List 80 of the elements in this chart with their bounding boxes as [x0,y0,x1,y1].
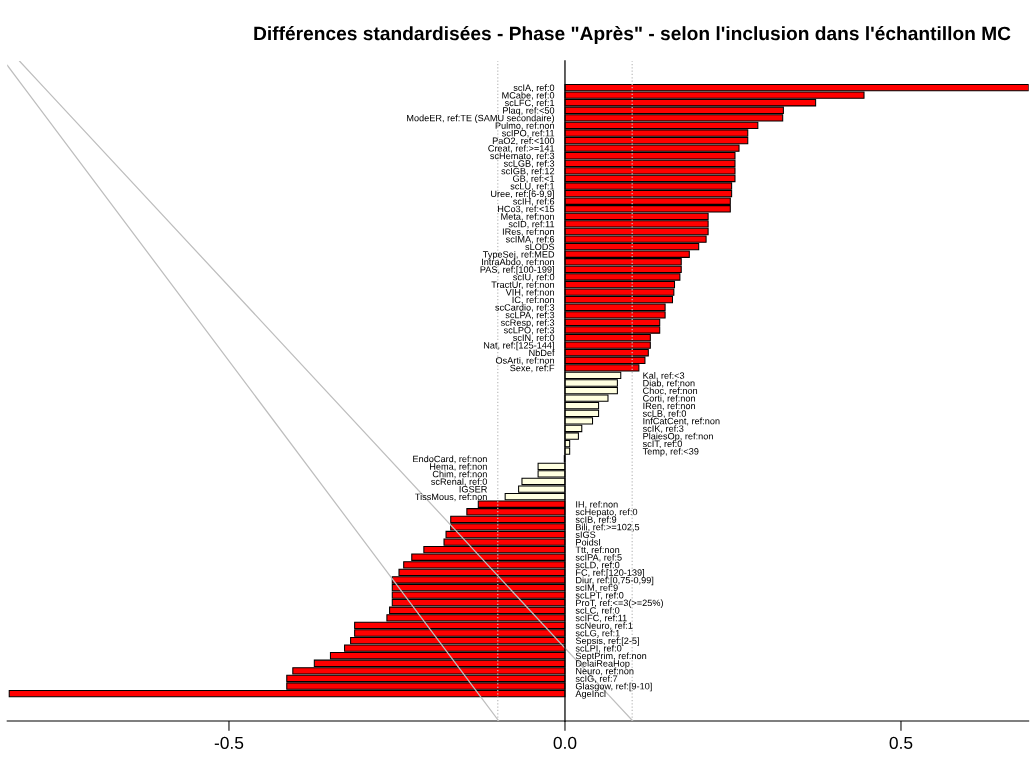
y-tick-label: Sepsis, ref:[2-5] [575,637,639,646]
y-tick-label: IC, ref:non [512,296,554,305]
y-tick-label: ProT, ref:<=3(>=25%) [576,599,663,608]
y-tick-label: PAS, ref:[100-199] [480,266,554,275]
y-tick-label: PoidsI [576,538,601,546]
y-tick-label: scIU, ref:0 [513,273,555,282]
y-tick-label: OsArti, ref:non [495,356,554,365]
y-tick-label: IGSER [459,485,487,493]
y-tick-label: ModeER, ref:TE (SAMU secondaire) [407,114,554,124]
y-tick-label: scIB, ref:9 [575,516,617,524]
y-tick-label: Diur, ref:[0,75-0,99] [576,576,654,586]
y-tick-label: PlaiesOp, ref:non [643,432,713,442]
y-tick-label: Sexe, ref:F [510,364,555,373]
y-tick-label: InfCatCent, ref:non [643,417,720,426]
y-tick-label: scIMA, ref:6 [505,235,555,244]
y-tick-label: Uree, ref:[6-9,9] [491,190,554,199]
y-tick-label: scLGB, ref:3 [503,160,555,168]
y-tick-label: Nat, ref:[125-144] [483,341,554,351]
y-tick-label: sIGS [575,531,596,538]
y-tick-label: scIGB, ref:12 [501,167,555,176]
y-tick-label: PaO2, ref:<100 [492,137,555,146]
y-tick-label: scIT, ref:0 [642,440,682,449]
y-tick-label: Temp, ref:<39 [642,447,699,457]
y-tick-label: Chim, ref:non [432,470,487,479]
y-tick-label: TractUr, ref:non [491,281,554,290]
y-tick-label: Pulmo, ref:non [495,122,554,130]
y-tick-label: scRenal, ref:0 [431,478,487,486]
y-tick-label: MCabe, ref:0 [502,91,555,100]
y-tick-label: Diab, ref:non [643,379,695,388]
y-tick-label: Meta, ref:non [501,213,554,221]
y-tick-label: scLPO, ref:3 [503,326,555,335]
y-tick-label: Creat, ref:>=141 [488,144,555,153]
y-tick-label: Choc, ref:non [643,387,698,396]
y-tick-label: Kal, ref:<3 [643,372,685,380]
y-tick-label: scLFC, ref:1 [504,99,555,108]
y-tick-label: IRes, ref:non [502,228,554,236]
y-tick-label: scHemato, ref:3 [490,152,555,161]
y-tick-label: scLC, ref:0 [575,606,620,615]
y-tick-label: scIG, ref:7 [575,675,618,683]
y-tick-label: scLD, ref:0 [575,561,620,570]
y-tick-label: scLPI, ref:0 [575,644,622,653]
y-tick-label: scIK, ref:3 [642,425,684,433]
y-tick-label: EndoCard, ref:non [413,455,487,464]
y-tick-label: Corti, ref:non [643,394,695,403]
y-tick-label: SeptPrim, ref:non [575,652,647,661]
y-tick-label: scIFC, ref:11 [575,614,627,623]
y-tick-label: scIPO, ref:11 [502,129,555,138]
x-tick-label: 0.0 [553,736,577,750]
y-tick-label: scID, ref:11 [508,220,555,229]
y-tick-label: NbDef [529,349,555,357]
y-tick-label: Hema, ref:non [430,463,487,471]
y-tick-label: Glasgow, ref:[9-10] [575,682,652,692]
y-tick-label: AgeIncl [575,690,606,699]
y-tick-label: Neuro, ref:non [576,667,634,676]
y-tick-label: scLG, ref:1 [575,629,620,638]
y-tick-label: scLPT, ref:0 [575,591,624,600]
y-tick-label: HCo3, ref:<15 [497,205,555,214]
y-tick-label: FC, ref:[120-139] [576,569,645,578]
y-tick-label: scNeuro, ref:1 [575,622,633,630]
y-tick-label: IH, ref:non [576,500,618,509]
y-tick-label: scCardio, ref:3 [495,303,555,312]
y-tick-label: GB, ref:<1 [512,175,555,183]
y-tick-label: scIH, ref:6 [513,197,555,206]
y-tick-label: IntraAbdo, ref:non [482,258,554,267]
y-tick-label: scLB, ref:0 [642,410,687,418]
y-tick-label: scLPA, ref:3 [505,311,555,320]
y-tick-label: scIPA, ref:5 [575,553,622,562]
x-tick-label: 0.5 [889,736,913,750]
y-tick-label: DelaiReaHop [576,659,630,669]
y-tick-label: Ttt, ref:non [575,546,620,555]
y-tick-label: sLODS [525,243,555,251]
y-tick-label: scLU, ref:1 [510,182,555,191]
y-tick-label: IRen, ref:non [643,402,695,411]
chart-title: Différences standardisées - Phase "Après" - selon l'inclusion dans l'échantillon MC [254,25,1011,45]
y-tick-label: TissMous, ref:non [415,493,487,502]
x-tick-label: -0.5 [214,736,244,750]
y-tick-label: VIH, ref:non [505,288,554,297]
y-tick-label: scHepato, ref:0 [575,508,638,518]
y-tick-label: Bili, ref:>=102,5 [576,523,640,532]
y-tick-label: scIA, ref:0 [513,84,555,93]
